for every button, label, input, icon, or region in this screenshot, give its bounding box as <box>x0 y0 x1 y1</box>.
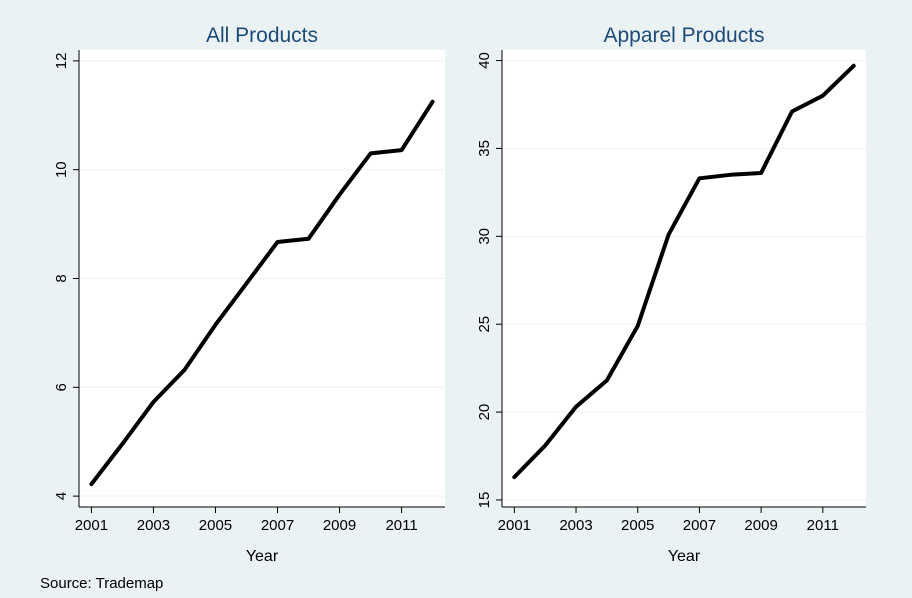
data-point-2011 <box>822 95 824 97</box>
y-tick-label: 30 <box>476 228 493 245</box>
gridlines <box>79 60 445 497</box>
x-tick-label: 2001 <box>498 517 531 534</box>
data-point-2003 <box>152 401 154 403</box>
data-point-2001 <box>90 483 92 485</box>
data-point-2002 <box>544 444 546 446</box>
source-note: Source: Trademap <box>40 575 163 592</box>
data-point-2010 <box>370 152 372 154</box>
series-lines <box>512 63 856 480</box>
chart-title: All Products <box>206 24 318 47</box>
x-tick-label: 2005 <box>199 517 232 534</box>
series-line-0 <box>89 99 435 487</box>
series-line-0 <box>512 63 856 480</box>
data-point-2007 <box>698 177 700 179</box>
y-tick-label: 20 <box>476 404 493 421</box>
x-tick-label: 2003 <box>137 517 170 534</box>
y-tick-label: 12 <box>53 53 70 70</box>
y-tick-label: 10 <box>53 161 70 178</box>
x-tick-label: 2007 <box>261 517 294 534</box>
data-point-2012 <box>853 65 855 67</box>
x-axis-label: Year <box>668 548 701 565</box>
data-point-2002 <box>121 443 123 445</box>
data-point-2009 <box>339 194 341 196</box>
plot-area <box>502 50 866 507</box>
x-tick-label: 2007 <box>683 517 716 534</box>
x-tick-label: 2011 <box>807 517 839 534</box>
data-point-2006 <box>668 234 670 236</box>
x-tick-label: 2003 <box>559 517 592 534</box>
x-tick-label: 2005 <box>621 517 654 534</box>
y-tick-label: 15 <box>476 492 493 509</box>
y-tick-label: 4 <box>53 492 70 500</box>
data-point-2001 <box>513 476 515 478</box>
chart-title: Apparel Products <box>603 24 764 47</box>
x-tick-label: 2011 <box>385 517 417 534</box>
data-point-2011 <box>401 149 403 151</box>
x-tick-label: 2001 <box>75 517 108 534</box>
data-point-2005 <box>637 325 639 327</box>
data-point-2007 <box>277 241 279 243</box>
x-tick-label: 2009 <box>744 517 777 534</box>
y-tick-label: 35 <box>476 140 493 157</box>
data-point-2005 <box>214 324 216 326</box>
data-point-2010 <box>791 111 793 113</box>
x-axis: 2001 2003 2005 2007 2009 2011 <box>75 506 445 534</box>
data-point-2009 <box>760 172 762 174</box>
y-axis: 4 6 8 10 12 <box>53 50 80 507</box>
x-axis: 2001 2003 2005 2007 2009 2011 <box>498 506 866 534</box>
x-axis-label: Year <box>246 548 279 565</box>
data-point-2008 <box>729 174 731 176</box>
y-tick-label: 8 <box>53 274 70 282</box>
y-tick-label: 25 <box>476 316 493 333</box>
y-axis: 15 20 25 30 35 40 <box>476 50 503 509</box>
data-point-2004 <box>606 379 608 381</box>
data-point-2012 <box>432 101 434 103</box>
data-point-2003 <box>575 406 577 408</box>
x-tick-label: 2009 <box>323 517 356 534</box>
data-point-2004 <box>183 369 185 371</box>
series-lines <box>89 99 435 487</box>
y-tick-label: 6 <box>53 383 70 391</box>
gridlines <box>502 60 866 501</box>
data-point-2008 <box>308 238 310 240</box>
y-tick-label: 40 <box>476 52 493 69</box>
data-point-2006 <box>245 282 247 284</box>
